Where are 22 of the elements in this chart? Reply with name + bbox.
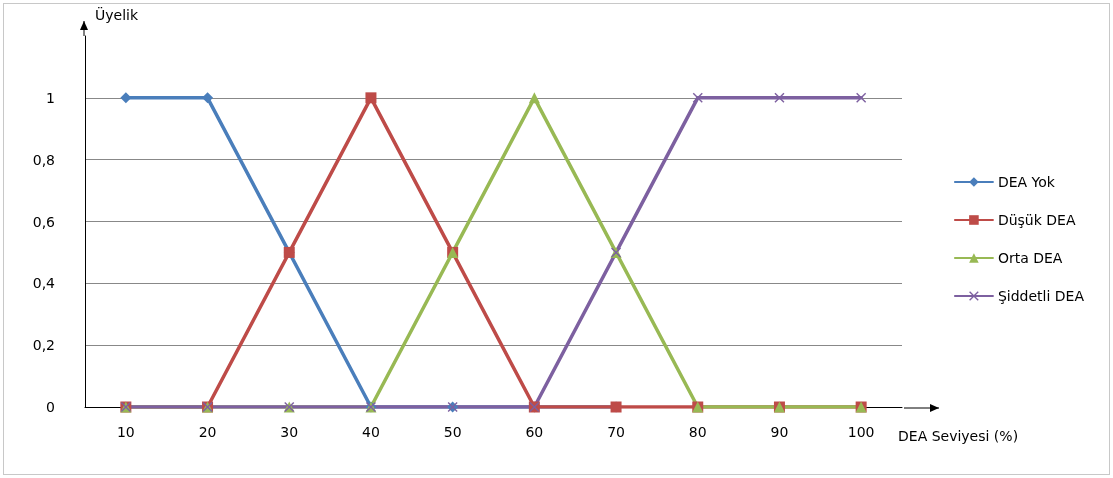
x-axis-title: DEA Seviyesi (%): [898, 428, 1019, 444]
y-tick-label: 0: [46, 399, 55, 415]
x-tick-label: 20: [198, 424, 217, 440]
legend-label: Düşük DEA: [997, 212, 1076, 228]
legend-label: DEA Yok: [997, 174, 1056, 190]
x-tick-label: 90: [770, 424, 789, 440]
y-axis-title: Üyelik: [95, 6, 139, 23]
y-tick-label: 0,2: [32, 337, 55, 354]
y-tick-label: 0,8: [32, 151, 55, 168]
x-tick-label: 10: [116, 424, 135, 440]
x-tick-label: 80: [688, 424, 707, 440]
x-tick-label: 70: [607, 424, 625, 440]
x-tick-label: 30: [280, 424, 299, 440]
x-tick-label: 40: [362, 424, 380, 440]
x-tick-label: 100: [847, 424, 875, 440]
x-tick-label: 50: [443, 424, 462, 440]
y-tick-label: 1: [46, 89, 55, 106]
legend-label: Orta DEA: [997, 250, 1063, 266]
y-tick-label: 0,6: [32, 213, 56, 230]
x-tick-label: 60: [525, 424, 544, 440]
legend-label: Şiddetli DEA: [997, 288, 1085, 304]
y-tick-label: 0,4: [32, 275, 56, 292]
